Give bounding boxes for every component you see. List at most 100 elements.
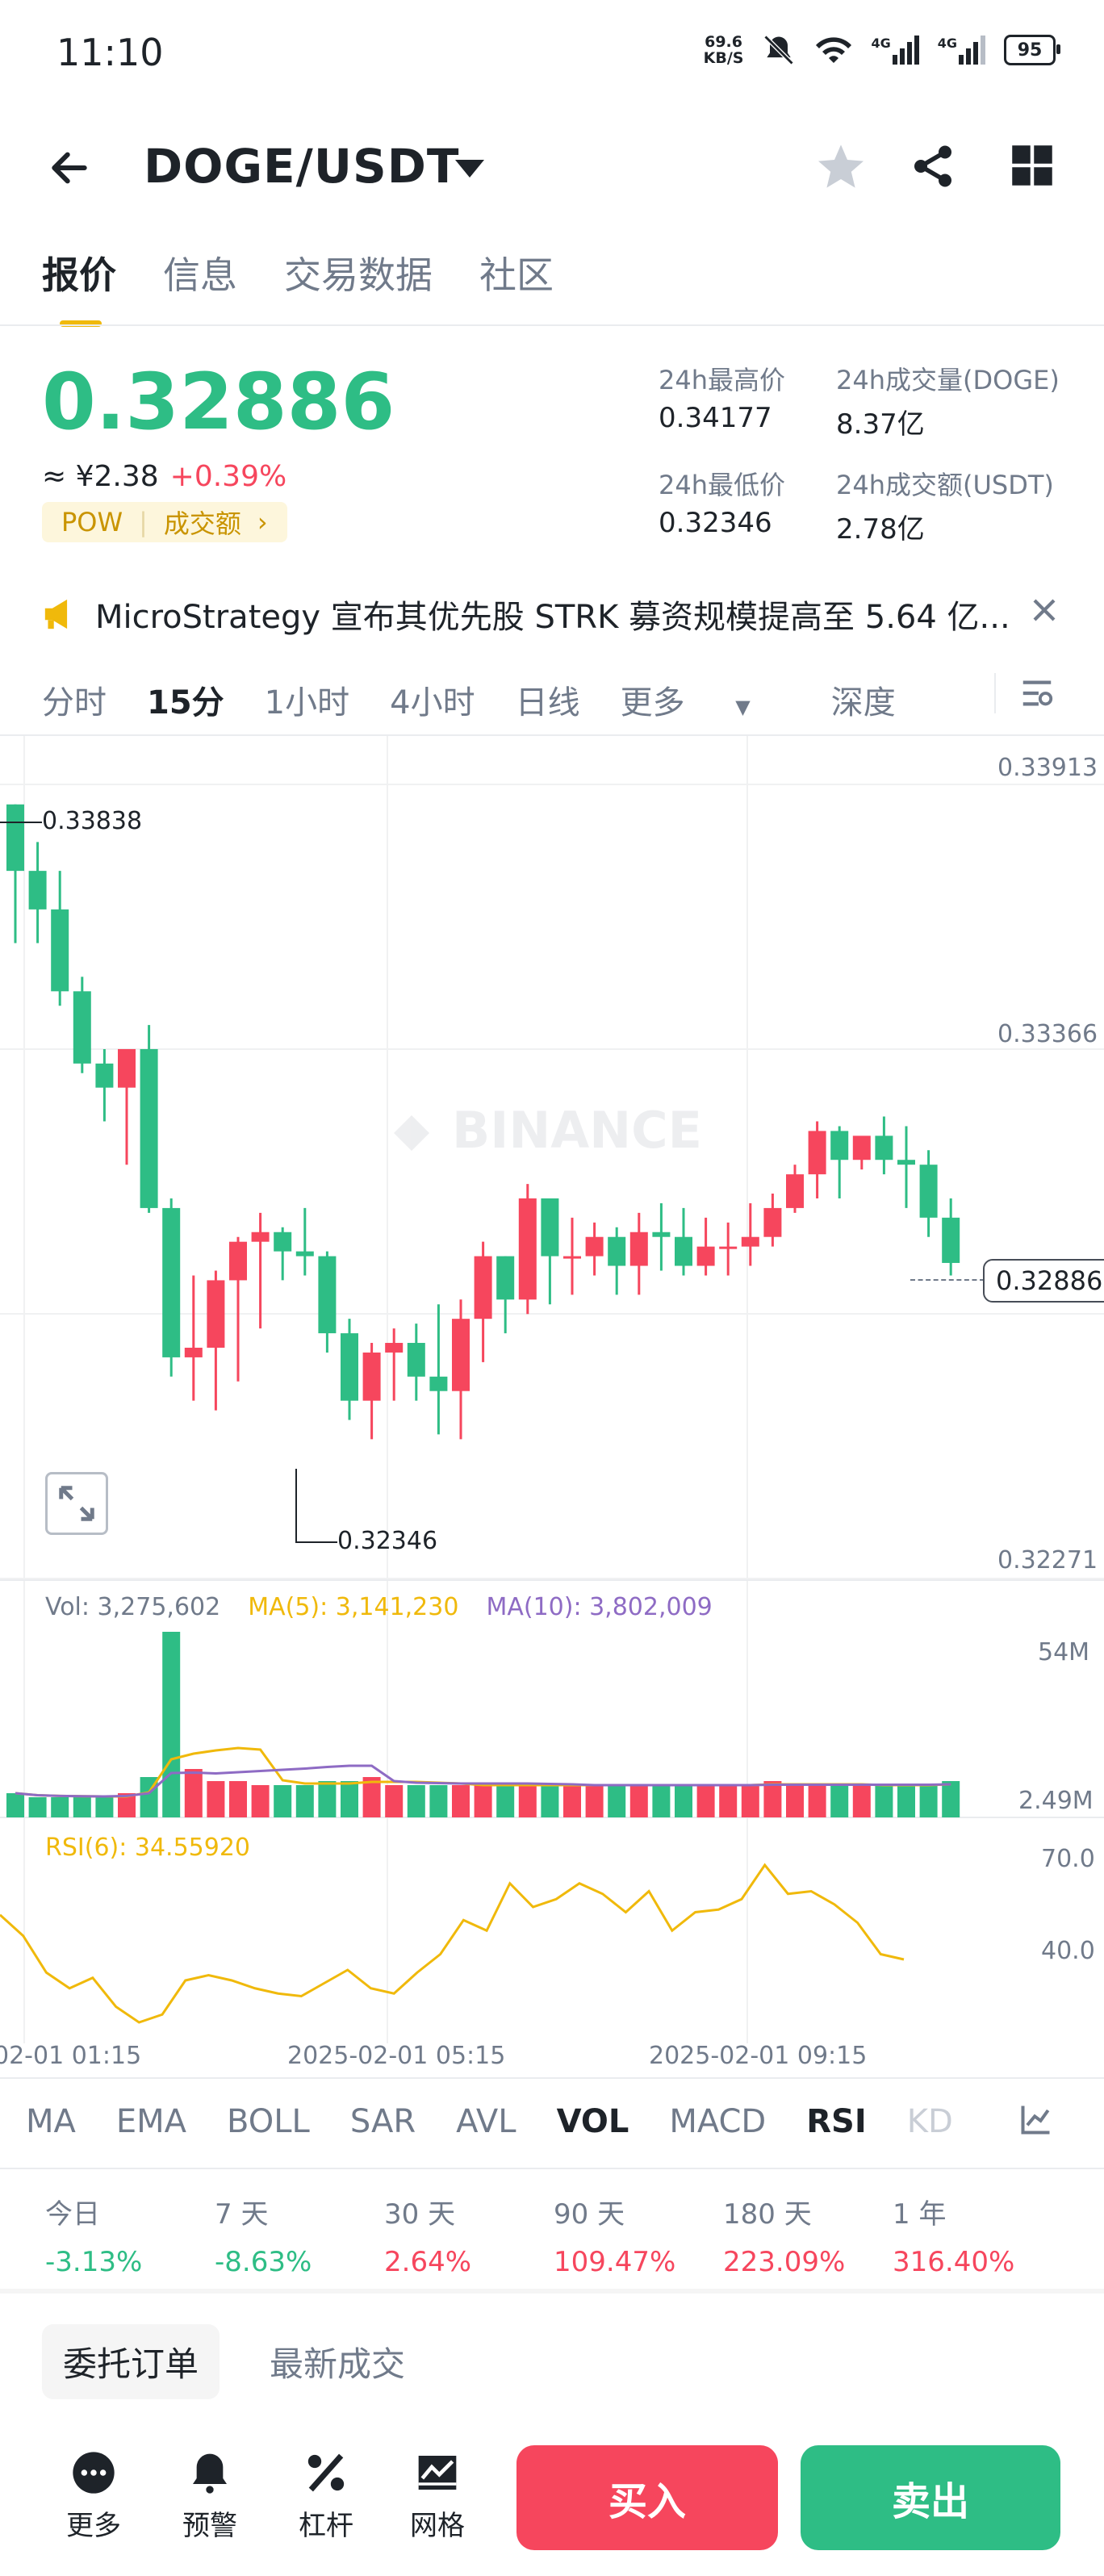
candle (675, 1236, 692, 1266)
candle (585, 1236, 604, 1257)
bottom-grid[interactable]: 网格 (410, 2450, 465, 2543)
volume-bar (675, 1785, 692, 1817)
volume-bar (429, 1785, 448, 1817)
ind-vol[interactable]: VOL (556, 2103, 629, 2140)
volume-bar (229, 1781, 247, 1817)
back-arrow-icon[interactable] (47, 145, 92, 190)
star-icon[interactable] (815, 140, 867, 192)
volume-bar (51, 1797, 69, 1817)
candle (763, 1207, 782, 1237)
ind-macd[interactable]: MACD (669, 2103, 767, 2140)
candle (207, 1280, 225, 1348)
ind-rsi[interactable]: RSI (806, 2103, 867, 2140)
sell-button[interactable]: 卖出 (801, 2445, 1060, 2550)
vol-tick-bottom: 2.49M (1018, 1787, 1094, 1815)
ind-ema[interactable]: EMA (115, 2103, 187, 2140)
ind-sar[interactable]: SAR (349, 2103, 416, 2140)
interval-line[interactable]: 分时 (42, 684, 107, 721)
interval-15m[interactable]: 15分 (147, 684, 224, 721)
share-icon[interactable] (909, 142, 957, 190)
volume-bar (808, 1785, 826, 1817)
volume-bar (897, 1785, 915, 1817)
tab-info[interactable]: 信息 (163, 253, 237, 297)
tab-trading-data[interactable]: 交易数据 (284, 253, 433, 297)
dropdown-caret-icon[interactable] (452, 157, 487, 181)
status-time: 11:10 (56, 31, 164, 74)
caret-down-icon: ▼ (735, 696, 751, 718)
expand-icon (59, 1486, 94, 1521)
more-dots-icon (73, 2452, 115, 2494)
tab-community[interactable]: 社区 (479, 253, 554, 297)
x-tick-2: 2025-02-01 05:15 (287, 2042, 506, 2070)
last-price: 0.32886 (42, 357, 395, 447)
volume-bar (474, 1785, 492, 1817)
volume-bar (162, 1632, 181, 1817)
candle (852, 1135, 871, 1160)
vol-usdt-value: 2.78亿 (836, 513, 925, 546)
volume-bar (541, 1785, 559, 1817)
volume-bar (452, 1785, 470, 1817)
chart-settings-icon[interactable] (1018, 675, 1056, 712)
close-icon[interactable] (1030, 596, 1059, 625)
indicator-settings-icon[interactable] (1018, 2101, 1054, 2137)
volume-bar (118, 1793, 136, 1817)
candle (786, 1174, 804, 1208)
news-ticker[interactable]: MicroStrategy 宣布其优先股 STRK 募资规模提高至 5.64 亿… (42, 591, 1010, 638)
candle (341, 1333, 358, 1401)
volume-bar (274, 1785, 292, 1817)
candle (28, 871, 47, 910)
candle (51, 909, 69, 992)
bottom-more[interactable]: 更多 (66, 2450, 121, 2543)
ind-kd[interactable]: KD (906, 2103, 953, 2140)
expand-chart-button[interactable] (45, 1472, 108, 1535)
interval-4h[interactable]: 4小时 (390, 684, 475, 721)
vol-tick-top: 54M (1038, 1638, 1090, 1666)
candle (452, 1319, 470, 1391)
high-value: 0.34177 (659, 402, 772, 434)
perf-30d: 30 天 2.64% (384, 2198, 472, 2278)
grid-icon[interactable] (1010, 144, 1054, 187)
indicator-tabs: MA EMA BOLL SAR AVL VOL MACD RSI KD (26, 2103, 993, 2140)
bottom-leverage[interactable]: 杠杆 (299, 2450, 353, 2543)
pow-tag[interactable]: POW | 成交额 › (42, 502, 287, 542)
volume-bar (496, 1785, 515, 1817)
volume-bar (28, 1797, 47, 1817)
candle (95, 1063, 114, 1088)
volume-bar (608, 1785, 626, 1817)
buy-button[interactable]: 买入 (516, 2445, 778, 2550)
tab-open-orders[interactable]: 委托订单 (42, 2324, 220, 2399)
interval-1h[interactable]: 1小时 (264, 684, 350, 721)
candle (184, 1347, 203, 1357)
signal-bars-icon (892, 36, 919, 65)
status-icons: 69.6 KB/S 4G 4G 95 (704, 32, 1060, 68)
bottom-alert[interactable]: 预警 (182, 2450, 237, 2543)
interval-1d[interactable]: 日线 (515, 684, 580, 721)
interval-more[interactable]: 更多 ▼ (620, 684, 751, 721)
candle (229, 1241, 247, 1281)
volume-bar (741, 1785, 759, 1817)
chevron-right-icon: › (257, 507, 268, 537)
perf-180d: 180 天 223.09% (723, 2198, 846, 2278)
tab-quote[interactable]: 报价 (42, 246, 116, 327)
pair-title[interactable]: DOGE/USDT (144, 139, 460, 194)
tabs-divider (0, 324, 1104, 326)
interval-depth[interactable]: 深度 (830, 684, 896, 721)
price-cny: ≈ ¥2.38 +0.39% (42, 460, 287, 493)
low-marker: 0.32346 (295, 1527, 437, 1555)
bell-icon (193, 2453, 227, 2494)
ind-avl[interactable]: AVL (456, 2103, 516, 2140)
battery-indicator: 95 (1004, 35, 1060, 65)
rsi-legend: RSI(6): 34.55920 (45, 1834, 251, 1862)
tab-latest-trades[interactable]: 最新成交 (270, 2344, 406, 2384)
vol-usdt-label: 24h成交额(USDT) (836, 470, 1054, 500)
candle (429, 1376, 448, 1391)
candle (719, 1246, 738, 1249)
candle (696, 1246, 715, 1266)
volume-bar (251, 1785, 270, 1817)
ind-boll[interactable]: BOLL (227, 2103, 310, 2140)
interval-tabs: 分时 15分 1小时 4小时 日线 更多 ▼ 深度 (42, 676, 936, 723)
ind-ma[interactable]: MA (26, 2103, 76, 2140)
candle (295, 1251, 314, 1257)
candle (518, 1198, 537, 1300)
price-chart[interactable]: BINANCE (0, 736, 1104, 2051)
